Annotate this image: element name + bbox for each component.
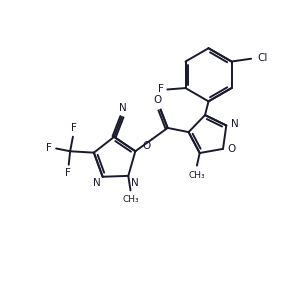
- Text: N: N: [119, 103, 127, 113]
- Text: F: F: [158, 85, 164, 94]
- Text: CH₃: CH₃: [122, 195, 139, 204]
- Text: O: O: [228, 144, 236, 154]
- Text: N: N: [231, 119, 238, 129]
- Text: CH₃: CH₃: [188, 171, 205, 180]
- Text: O: O: [153, 95, 161, 105]
- Text: F: F: [65, 168, 71, 178]
- Text: N: N: [131, 178, 138, 187]
- Text: Cl: Cl: [257, 53, 268, 63]
- Text: N: N: [93, 178, 100, 189]
- Text: O: O: [143, 141, 151, 151]
- Text: F: F: [71, 123, 76, 133]
- Text: F: F: [46, 144, 52, 153]
